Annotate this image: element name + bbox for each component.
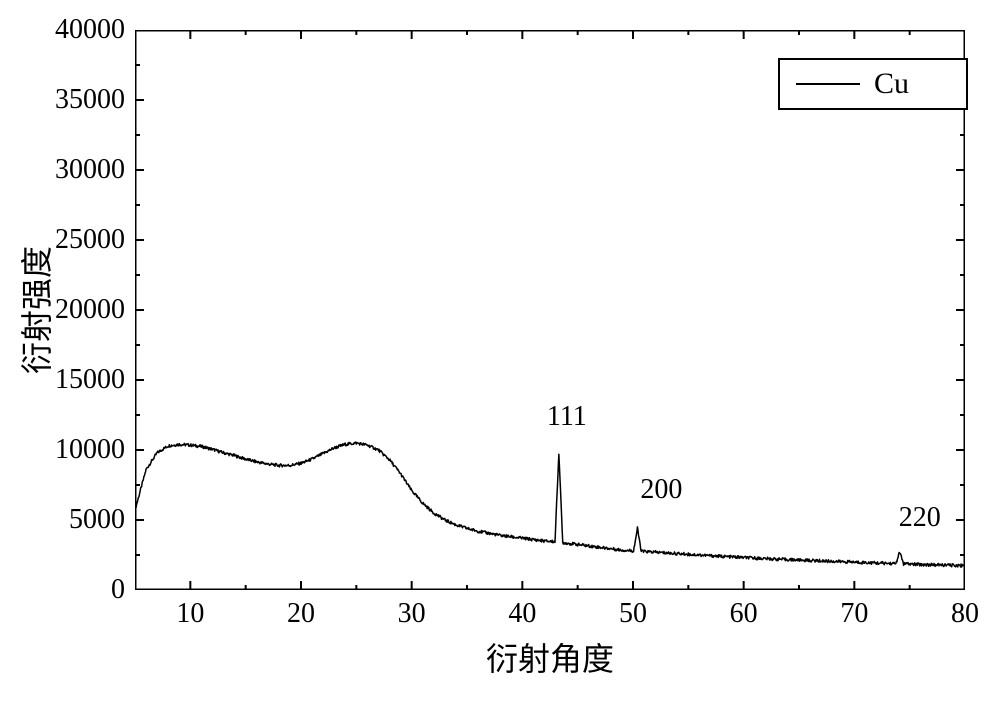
x-tick-label: 30 bbox=[398, 598, 426, 630]
y-tick-label: 35000 bbox=[55, 84, 125, 116]
y-axis-title: 衍射强度 bbox=[12, 246, 58, 374]
peak-label: 111 bbox=[547, 401, 587, 433]
x-tick-label: 40 bbox=[508, 598, 536, 630]
x-tick-label: 60 bbox=[730, 598, 758, 630]
legend-sample-line bbox=[796, 83, 860, 85]
peak-label: 200 bbox=[640, 474, 682, 506]
x-tick-label: 70 bbox=[840, 598, 868, 630]
xrd-figure: 衍射强度 衍射角度 Cu 0 5000 10000 15000 20000 25000 30… bbox=[0, 0, 1000, 707]
y-tick-label: 15000 bbox=[55, 364, 125, 396]
y-tick-label: 10000 bbox=[55, 434, 125, 466]
y-tick-label: 0 bbox=[111, 574, 125, 606]
legend-text: Cu bbox=[874, 67, 909, 101]
x-tick-label: 10 bbox=[176, 598, 204, 630]
y-tick-label: 5000 bbox=[69, 504, 125, 536]
plot-area bbox=[135, 30, 965, 590]
x-tick-label: 50 bbox=[619, 598, 647, 630]
x-axis-title: 衍射角度 bbox=[486, 634, 614, 680]
y-tick-label: 30000 bbox=[55, 154, 125, 186]
plot-svg bbox=[135, 30, 965, 590]
x-tick-label: 80 bbox=[951, 598, 979, 630]
legend: Cu bbox=[778, 58, 968, 110]
y-tick-label: 40000 bbox=[55, 14, 125, 46]
y-tick-label: 25000 bbox=[55, 224, 125, 256]
y-tick-label: 20000 bbox=[55, 294, 125, 326]
peak-label: 220 bbox=[899, 502, 941, 534]
x-tick-label: 20 bbox=[287, 598, 315, 630]
